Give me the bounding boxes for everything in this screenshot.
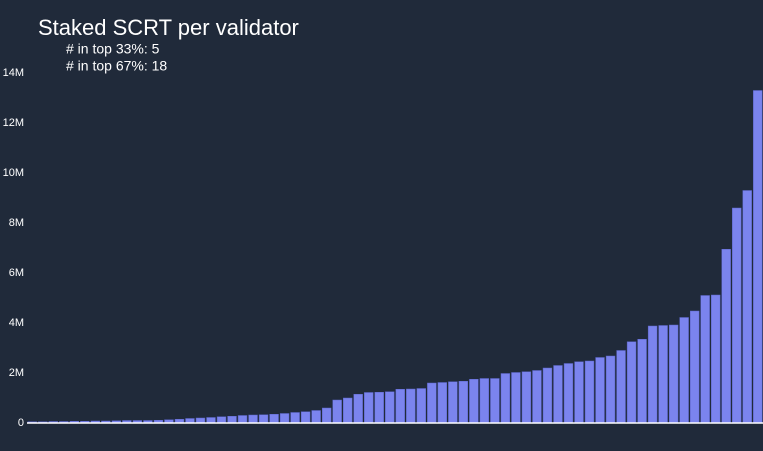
bar xyxy=(542,367,553,424)
bar xyxy=(385,391,395,424)
bar xyxy=(364,392,374,424)
bar xyxy=(237,415,248,424)
bar xyxy=(469,379,479,424)
bar xyxy=(742,190,752,424)
bar xyxy=(248,414,258,424)
bar xyxy=(479,378,490,424)
chart-title: Staked SCRT per validator xyxy=(38,15,299,40)
bar xyxy=(553,365,563,424)
bar xyxy=(668,324,679,424)
bar xyxy=(732,207,742,424)
bar xyxy=(711,294,721,424)
bar xyxy=(532,370,542,424)
y-tick-label: 12M xyxy=(3,117,24,129)
bar xyxy=(511,372,521,424)
bar xyxy=(700,295,710,424)
bar xyxy=(616,350,626,424)
bar xyxy=(679,317,689,424)
y-tick-label: 4M xyxy=(9,317,24,329)
bar xyxy=(332,399,342,424)
y-tick-label: 10M xyxy=(3,167,24,179)
bar xyxy=(647,325,658,424)
bar xyxy=(584,360,595,424)
bar xyxy=(300,411,311,424)
bar xyxy=(395,389,405,424)
bar xyxy=(374,392,384,424)
bar xyxy=(269,414,279,424)
bar xyxy=(563,363,574,424)
bar xyxy=(311,410,321,424)
y-tick-label: 2M xyxy=(9,367,24,379)
bar xyxy=(427,382,437,424)
bar xyxy=(753,90,763,424)
annotation: # in top 67%: 18 xyxy=(66,58,167,74)
bar xyxy=(574,361,584,424)
bar xyxy=(321,407,332,424)
bar xyxy=(458,381,469,424)
y-tick-label: 14M xyxy=(3,67,24,79)
bar xyxy=(258,414,269,424)
bar xyxy=(279,413,290,424)
bar xyxy=(658,325,668,424)
bar xyxy=(406,388,416,424)
bar xyxy=(595,357,605,424)
bar xyxy=(343,397,353,424)
bar xyxy=(206,417,216,424)
bar xyxy=(216,416,227,424)
bar xyxy=(521,371,532,424)
bar xyxy=(416,388,426,424)
bar xyxy=(721,249,731,424)
bar xyxy=(437,382,447,424)
bar xyxy=(605,355,616,424)
y-tick-label: 8M xyxy=(9,217,24,229)
bar xyxy=(637,339,647,424)
y-tick-label: 0 xyxy=(18,417,24,429)
bar xyxy=(353,394,363,424)
bar xyxy=(500,373,511,424)
bar xyxy=(490,378,500,424)
bar xyxy=(290,412,300,424)
annotation: # in top 33%: 5 xyxy=(66,41,160,57)
y-tick-label: 6M xyxy=(9,267,24,279)
bar xyxy=(448,381,458,424)
bar xyxy=(227,416,237,424)
bar xyxy=(626,341,637,424)
bar xyxy=(689,310,700,424)
